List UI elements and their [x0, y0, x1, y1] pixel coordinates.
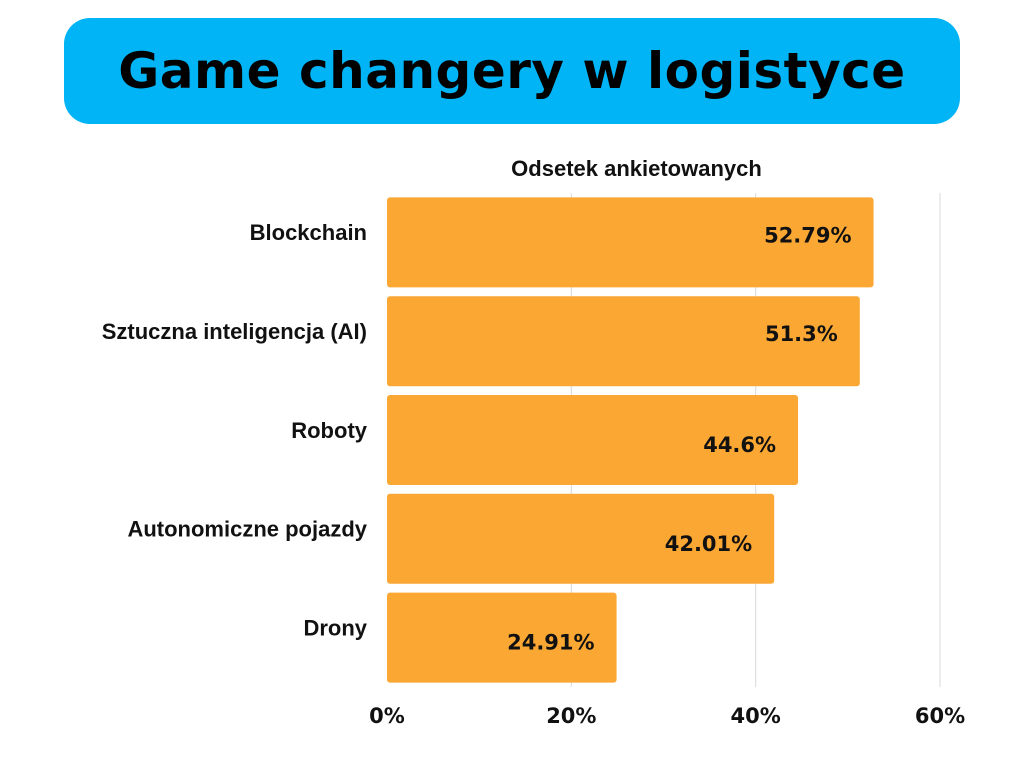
category-label: Roboty — [291, 418, 368, 443]
x-tick-label: 60% — [915, 704, 965, 728]
bar — [387, 395, 799, 485]
bars — [387, 197, 874, 683]
x-tick-label: 20% — [546, 704, 596, 728]
labels: 0% 20% 40% 60% Blockchain 52.79% Sztuczna inte… — [102, 220, 965, 728]
bar — [387, 296, 860, 387]
title-banner: Game changery w logistyce — [64, 18, 960, 124]
value-label: 52.79% — [764, 223, 851, 247]
chart-title: Game changery w logistyce — [118, 42, 906, 100]
x-axis-title: Odsetek ankietowanych — [511, 156, 762, 181]
category-label: Blockchain — [250, 220, 367, 245]
x-tick-label: 0% — [369, 704, 405, 728]
bar — [387, 592, 617, 683]
category-label: Sztuczna inteligencja (AI) — [102, 319, 367, 344]
x-tick-label: 40% — [731, 704, 781, 728]
value-label: 44.6% — [703, 433, 776, 457]
value-label: 24.91% — [507, 631, 594, 655]
value-label: 51.3% — [765, 322, 838, 346]
category-label: Autonomiczne pojazdy — [127, 517, 367, 542]
bar — [387, 493, 775, 584]
bar — [387, 197, 874, 288]
category-label: Drony — [303, 615, 367, 640]
value-label: 42.01% — [665, 532, 752, 556]
